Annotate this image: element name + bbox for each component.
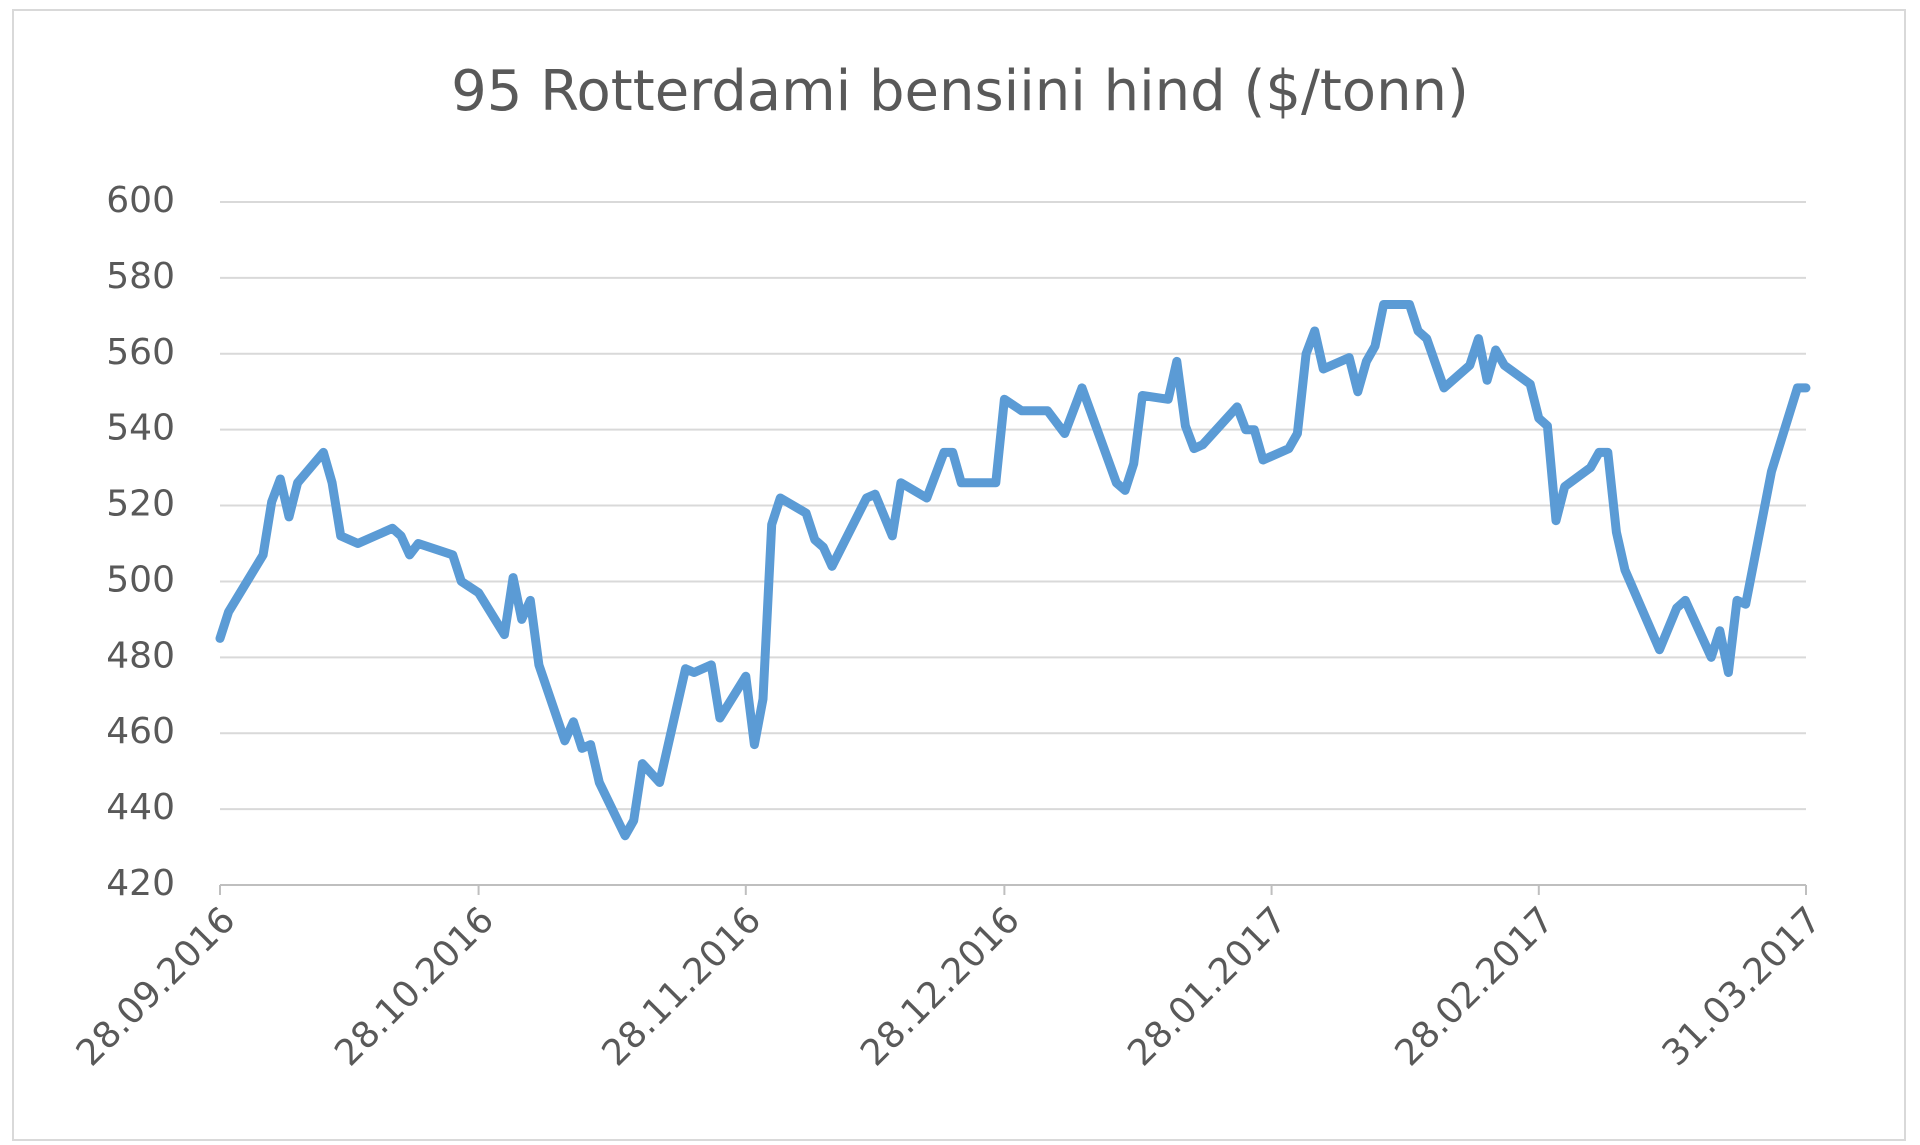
- y-tick-label: 480: [106, 635, 175, 676]
- y-tick-label: 540: [106, 408, 175, 449]
- y-tick-label: 460: [106, 711, 175, 752]
- y-tick-label: 440: [106, 787, 175, 828]
- y-tick-label: 600: [106, 180, 175, 221]
- y-tick-label: 420: [106, 863, 175, 904]
- chart-border: [12, 9, 1906, 1141]
- price-line: [215, 300, 1811, 841]
- y-tick-label: 500: [106, 559, 175, 600]
- y-tick-label: 520: [106, 484, 175, 525]
- chart-title: 95 Rotterdami bensiini hind ($/tonn): [451, 59, 1469, 124]
- y-tick-label: 560: [106, 332, 175, 373]
- y-tick-label: 580: [106, 256, 175, 297]
